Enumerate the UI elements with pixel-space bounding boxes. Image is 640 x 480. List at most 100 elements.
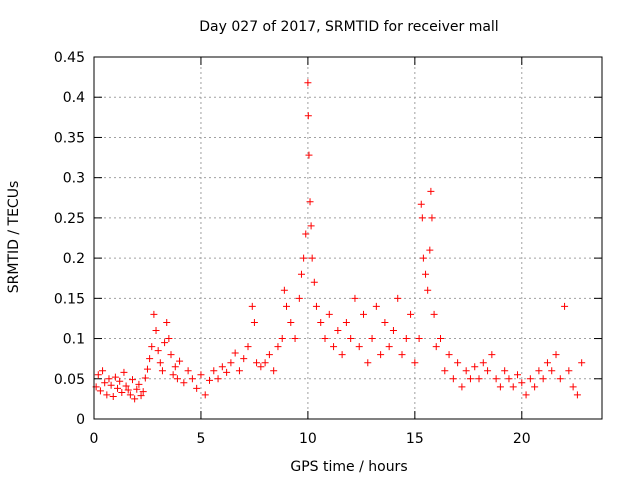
- data-point: [306, 198, 314, 206]
- data-point: [135, 380, 143, 388]
- data-point: [137, 392, 145, 400]
- data-point: [223, 368, 231, 376]
- data-point: [248, 302, 256, 310]
- data-point: [321, 335, 329, 343]
- y-tick-label: 0.35: [54, 130, 85, 146]
- data-point: [201, 391, 209, 399]
- data-point: [218, 363, 226, 371]
- data-point: [297, 270, 305, 278]
- data-point: [466, 375, 474, 383]
- x-tick-label: 15: [406, 431, 424, 447]
- data-point: [291, 335, 299, 343]
- data-point: [278, 335, 286, 343]
- data-point: [417, 200, 425, 208]
- data-point: [471, 363, 479, 371]
- data-point: [355, 343, 363, 351]
- data-point: [173, 375, 181, 383]
- data-point: [398, 351, 406, 359]
- data-point: [244, 343, 252, 351]
- data-point: [302, 230, 310, 238]
- data-point: [270, 367, 278, 375]
- data-point: [227, 359, 235, 367]
- data-point: [126, 391, 134, 399]
- data-point: [569, 383, 577, 391]
- data-point: [96, 387, 104, 395]
- data-point: [154, 347, 162, 355]
- data-point: [573, 391, 581, 399]
- data-point: [295, 294, 303, 302]
- data-point: [265, 351, 273, 359]
- data-point: [116, 377, 124, 385]
- data-point: [526, 375, 534, 383]
- data-point: [514, 371, 522, 379]
- plot-frame: [93, 56, 603, 420]
- data-point: [415, 335, 423, 343]
- data-point: [210, 367, 218, 375]
- data-point: [317, 318, 325, 326]
- data-point: [437, 335, 445, 343]
- data-point: [501, 367, 509, 375]
- data-point: [441, 367, 449, 375]
- data-point: [543, 359, 551, 367]
- data-point: [330, 343, 338, 351]
- data-point: [462, 367, 470, 375]
- data-point: [377, 351, 385, 359]
- data-point: [158, 367, 166, 375]
- data-point: [454, 359, 462, 367]
- data-point: [372, 302, 380, 310]
- data-point: [133, 385, 141, 393]
- data-point: [505, 375, 513, 383]
- data-point: [368, 335, 376, 343]
- data-point: [152, 327, 160, 335]
- tick-labels: 0 0.05 0.1 0.15 0.2 0.25 0.3 0.35 0.4 0.45 0 5 10 15 2…: [54, 50, 531, 447]
- data-point: [347, 335, 355, 343]
- data-point: [94, 371, 102, 379]
- data-point: [261, 359, 269, 367]
- x-tick-label: 5: [196, 431, 205, 447]
- y-tick-label: 0.25: [54, 211, 85, 227]
- data-point: [484, 367, 492, 375]
- data-point: [418, 214, 426, 222]
- data-point: [139, 388, 147, 396]
- data-point: [99, 367, 107, 375]
- data-point: [101, 379, 109, 387]
- data-point: [411, 359, 419, 367]
- data-point: [109, 392, 117, 400]
- data-point: [163, 318, 171, 326]
- data-point: [280, 286, 288, 294]
- data-point: [148, 343, 156, 351]
- data-point: [430, 310, 438, 318]
- data-point: [176, 357, 184, 365]
- data-point: [171, 363, 179, 371]
- data-point: [509, 383, 517, 391]
- data-point: [381, 318, 389, 326]
- y-tick-label: 0.1: [63, 332, 85, 348]
- data-point: [389, 327, 397, 335]
- data-point: [143, 365, 151, 373]
- data-point: [565, 367, 573, 375]
- y-tick-label: 0.2: [63, 251, 85, 267]
- data-point: [426, 246, 434, 254]
- y-axis-title: SRMTID / TECUs: [6, 181, 22, 294]
- data-point: [552, 351, 560, 359]
- data-point: [118, 388, 126, 396]
- y-tick-label: 0.4: [63, 90, 85, 106]
- data-point: [231, 349, 239, 357]
- chart-title: Day 027 of 2017, SRMTID for receiver mal…: [199, 19, 498, 35]
- data-point: [531, 383, 539, 391]
- data-point: [312, 302, 320, 310]
- data-point: [539, 375, 547, 383]
- data-point: [167, 351, 175, 359]
- y-tick-label: 0.45: [54, 50, 85, 66]
- x-tick-label: 10: [299, 431, 317, 447]
- data-point: [146, 355, 154, 363]
- data-point: [351, 294, 359, 302]
- data-point: [214, 375, 222, 383]
- y-tick-label: 0.15: [54, 291, 85, 307]
- data-point: [556, 375, 564, 383]
- data-point: [360, 310, 368, 318]
- data-point: [522, 391, 530, 399]
- data-point: [250, 318, 258, 326]
